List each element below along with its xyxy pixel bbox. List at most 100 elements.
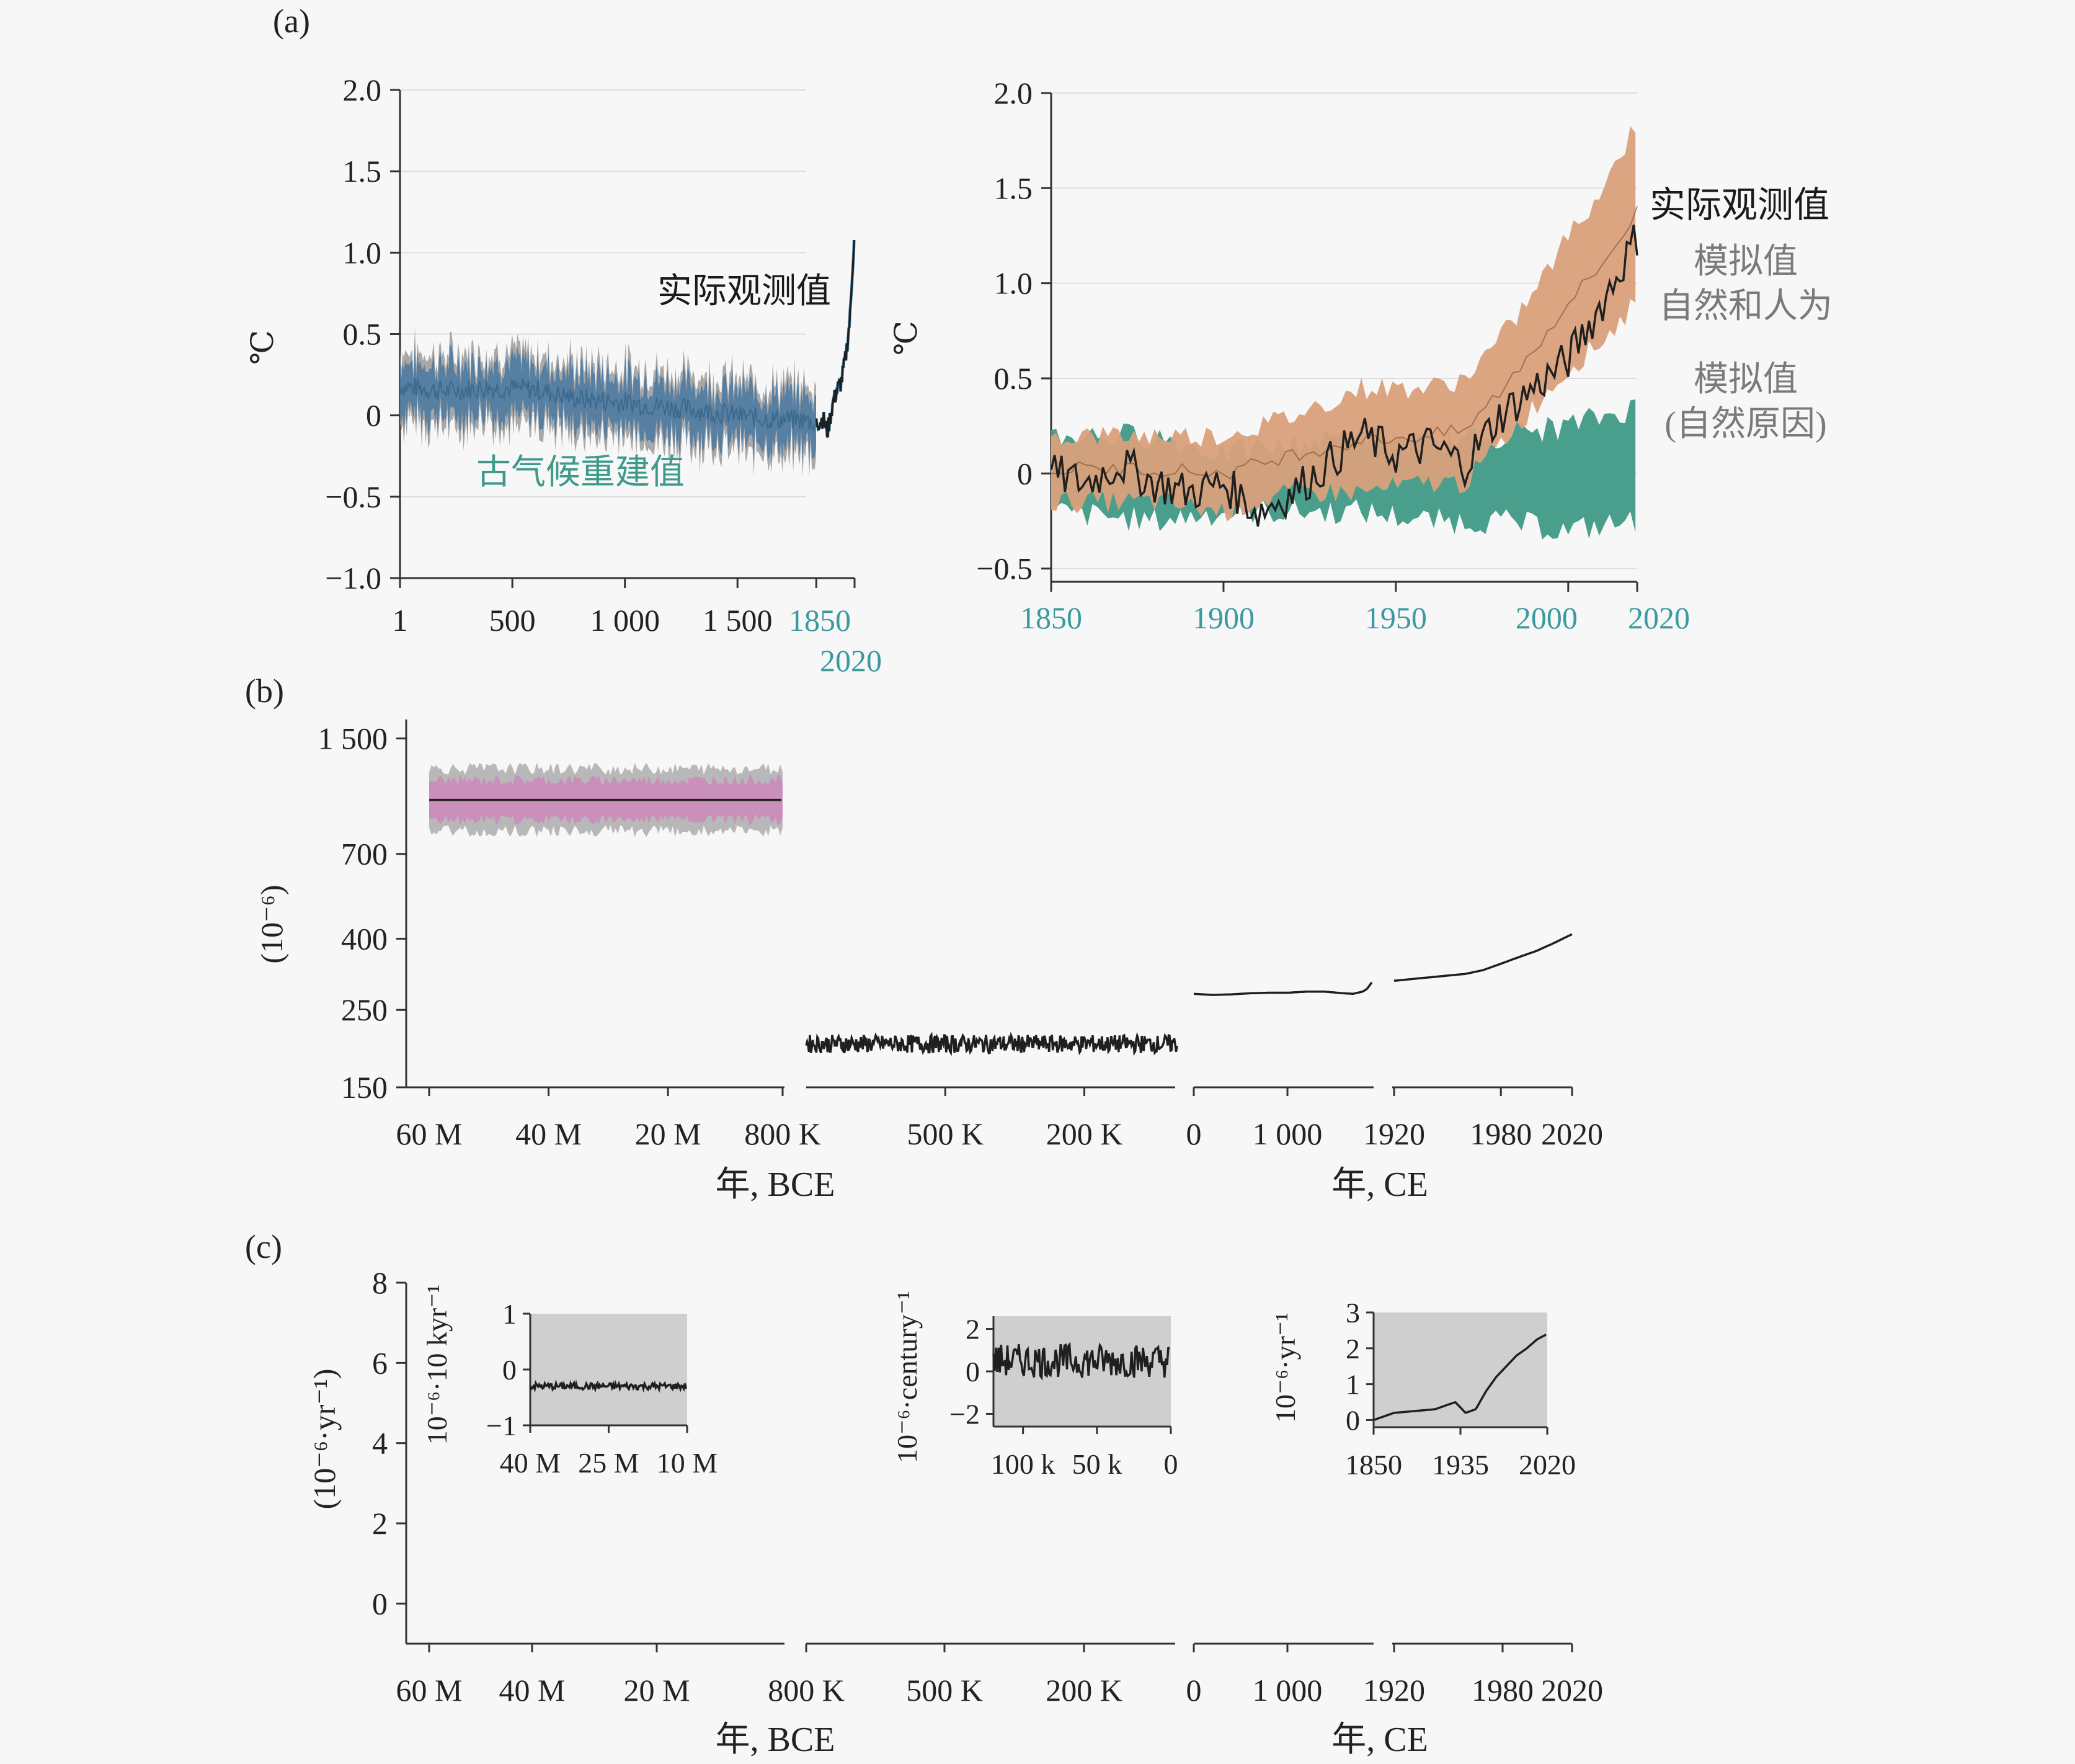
a-left-paleo-label: 古气候重建值 [476,453,685,492]
x-tick-label: 200 K [1046,1673,1122,1708]
y-tick-label: 0 [1017,456,1033,491]
y-tick-label: 1 500 [318,721,388,756]
x-tick-label: 1950 [1365,600,1427,635]
x-tick-label: 60 M [396,1116,463,1151]
y-tick-label: 0 [366,398,381,433]
inset-y-tick-label: 2 [1346,1333,1360,1365]
observed-line [1050,225,1638,527]
paleo-reconstruction-band [400,339,816,465]
x-tick-label: 1900 [1193,600,1255,635]
y-tick-label: 1.0 [994,266,1033,301]
x-tick-label: 20 M [635,1116,701,1151]
x-tick-label: 2020 [1628,600,1690,635]
x-tick-label: 200 K [1046,1116,1123,1151]
inset-x-tick-label: 25 M [578,1447,639,1479]
inset-y-tick-label: 2 [966,1314,980,1345]
a-right-observed-label: 实际观测值 [1650,185,1829,225]
b-ylabel: (10⁻⁶) [254,884,289,963]
paleo-median-line [399,378,817,433]
x-tick-label: 2020 [1541,1673,1603,1708]
x-tick-label: 1850 [1020,600,1082,635]
a-right-sim-nat-label-2: (自然原因) [1664,405,1826,443]
y-tick-label: −1.0 [325,561,381,595]
y-tick-label: 8 [372,1265,388,1300]
inset-y-tick-label: 0 [1346,1404,1360,1436]
x-tick-label: 1980 [1472,1673,1534,1708]
y-tick-label: 0 [372,1586,388,1621]
x-tick-label: 1 000 [1253,1116,1323,1151]
x-tick-label: 500 K [906,1673,983,1708]
c-xlabel-bce: 年, BCE [716,1721,835,1759]
y-tick-label: 150 [341,1070,388,1105]
chart-a-left: 2.0 1.5 1.0 0.5 0 −0.5 −1.0 1 500 1 000 1 500 1850 2… [325,73,882,678]
c-inset-3-ylabel: 10⁻⁶·yr⁻¹ [1269,1312,1301,1423]
panel-label-c: (c) [245,1228,282,1265]
inset-x-tick-label: 1935 [1432,1449,1489,1481]
inset-x-tick-label: 1850 [1345,1449,1402,1481]
c-ylabel: (10⁻⁶·yr⁻¹) [307,1369,342,1510]
y-tick-label: 2.0 [994,76,1033,110]
y-tick-label: 1.5 [343,154,382,189]
a-right-sim-all-label-2: 自然和人为 [1659,287,1833,326]
c-xlabel-ce: 年, CE [1331,1721,1428,1759]
chart-c-inset-2: 2 0 −2 100 k 50 k 0 [949,1314,1178,1480]
x-tick-label-teal: 2020 [820,643,882,678]
x-tick-label: 1980 [1470,1116,1532,1151]
chart-c-inset-3: 3 2 10 1850 1935 2020 [1345,1297,1576,1481]
inset-y-tick-label: 3 [1346,1297,1360,1329]
inset-y-tick-label: 0 [502,1354,517,1386]
c-inset-1-ylabel: 10⁻⁶·10 kyr⁻¹ [421,1285,453,1445]
c-inset-2-ylabel: 10⁻⁶·century⁻¹ [891,1291,923,1463]
y-tick-label: 250 [341,992,388,1027]
inset-x-tick-label: 40 M [500,1447,561,1479]
x-tick-label: 800 K [744,1116,821,1151]
inset-y-tick-label: 0 [966,1356,980,1388]
panel-label-b: (b) [245,672,284,710]
x-tick-label: 40 M [515,1116,582,1151]
y-tick-label: 400 [341,921,388,956]
inset-line [1373,1334,1547,1422]
chart-a-right: 2.0 1.5 1.0 0.5 0 −0.5 1850 1900 1950 2000 2020 [976,76,1690,635]
inset-y-tick-label: 1 [1346,1369,1360,1401]
y-tick-label: 0.5 [343,317,382,352]
y-tick-label: 6 [372,1345,388,1380]
x-tick-label: 1 [393,603,408,638]
x-tick-label: 0 [1186,1673,1202,1708]
y-tick-label: 2.0 [343,73,382,107]
inset-x-tick-label: 0 [1164,1448,1178,1480]
inset-line [529,1379,687,1393]
x-tick-label: 500 [489,603,536,638]
co2-line [1393,933,1573,982]
x-tick-label: 20 M [624,1673,690,1708]
inset-x-tick-label: 2020 [1519,1449,1576,1481]
y-tick-label: 0.5 [994,361,1033,396]
inset-line [992,1342,1170,1381]
y-tick-label: 2 [372,1506,388,1541]
x-tick-label: 1920 [1363,1673,1425,1708]
co2-line [1193,981,1373,996]
b-xlabel-ce: 年, CE [1331,1165,1428,1204]
inset-y-tick-label: −1 [486,1410,517,1441]
b-xlabel-bce: 年, BCE [716,1165,835,1204]
x-tick-label: 2000 [1516,600,1578,635]
inset-x-tick-label: 10 M [657,1447,718,1479]
co2-line [805,1031,1178,1056]
a-right-sim-all-label-1: 模拟值 [1694,243,1798,281]
y-tick-label: −0.5 [325,479,381,514]
inset-x-tick-label: 50 k [1072,1448,1122,1480]
x-tick-label: 0 [1186,1116,1202,1151]
a-right-ylabel: ℃ [889,321,923,355]
x-tick-label: 500 K [907,1116,984,1151]
inset-y-tick-label: −2 [949,1398,980,1430]
y-tick-label: 4 [372,1426,388,1461]
inset-x-tick-label: 100 k [991,1448,1055,1480]
y-tick-label: −0.5 [976,551,1033,586]
y-tick-label: 700 [341,837,388,871]
x-tick-label-teal: 1850 [789,603,851,638]
inset-background [530,1314,687,1425]
panel-label-a: (a) [273,2,310,40]
inset-background [1374,1312,1547,1427]
